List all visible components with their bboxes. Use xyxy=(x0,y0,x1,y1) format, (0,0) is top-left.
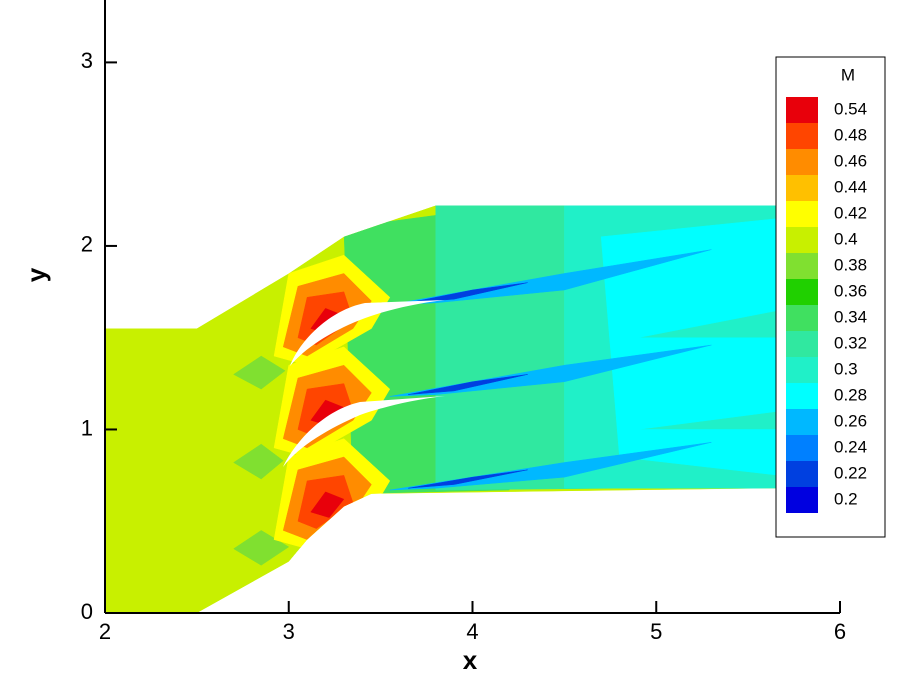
legend-swatch xyxy=(786,357,818,383)
x-tick-label: 4 xyxy=(466,619,478,644)
legend-label: 0.24 xyxy=(834,437,867,456)
legend-swatch xyxy=(786,487,818,513)
y-tick-label: 1 xyxy=(81,415,93,440)
contour-region xyxy=(600,218,780,476)
legend-swatch xyxy=(786,305,818,331)
x-tick-label: 2 xyxy=(99,619,111,644)
legend-swatch xyxy=(786,175,818,201)
legend-label: 0.48 xyxy=(834,125,867,144)
y-tick-label: 0 xyxy=(81,599,93,624)
legend-swatch xyxy=(786,383,818,409)
legend-label: 0.44 xyxy=(834,177,867,196)
x-tick-label: 6 xyxy=(834,619,846,644)
contour-region xyxy=(408,469,528,489)
legend-label: 0.3 xyxy=(834,359,858,378)
x-tick-label: 3 xyxy=(283,619,295,644)
contour-region xyxy=(233,443,284,480)
legend-label: 0.4 xyxy=(834,229,858,248)
legend-label: 0.28 xyxy=(834,385,867,404)
legend-label: 0.36 xyxy=(834,281,867,300)
contour-field xyxy=(105,205,780,613)
legend-swatch xyxy=(786,149,818,175)
legend-label: 0.54 xyxy=(834,99,867,118)
legend-swatch xyxy=(786,409,818,435)
legend-label: 0.22 xyxy=(834,463,867,482)
blade xyxy=(290,300,445,366)
contour-region xyxy=(408,374,528,395)
legend-swatch xyxy=(786,435,818,461)
legend-swatch xyxy=(786,331,818,357)
legend-label: 0.38 xyxy=(834,255,867,274)
contour-region xyxy=(310,491,345,518)
y-tick-label: 3 xyxy=(81,48,93,73)
legend-label: 0.42 xyxy=(834,203,867,222)
x-axis-label: x xyxy=(463,645,478,675)
legend-label: 0.46 xyxy=(834,151,867,170)
legend-label: 0.26 xyxy=(834,411,867,430)
contour-region xyxy=(233,355,286,390)
legend-swatch xyxy=(786,461,818,487)
legend-swatch xyxy=(786,279,818,305)
legend-swatch xyxy=(786,97,818,123)
legend-label: 0.32 xyxy=(834,333,867,352)
legend-title: M xyxy=(841,65,855,84)
legend-swatch xyxy=(786,253,818,279)
legend-swatch xyxy=(786,227,818,253)
x-tick-label: 5 xyxy=(650,619,662,644)
blade xyxy=(283,396,445,467)
legend-swatch xyxy=(786,201,818,227)
legend-swatch xyxy=(786,123,818,149)
blades xyxy=(283,300,445,467)
legend-label: 0.2 xyxy=(834,489,858,508)
axes: 2 3 4 5 6 0 1 2 3 xyxy=(81,0,846,644)
y-axis-label: y xyxy=(21,267,51,282)
y-tick-label: 2 xyxy=(81,232,93,257)
legend-label: 0.34 xyxy=(834,307,867,326)
